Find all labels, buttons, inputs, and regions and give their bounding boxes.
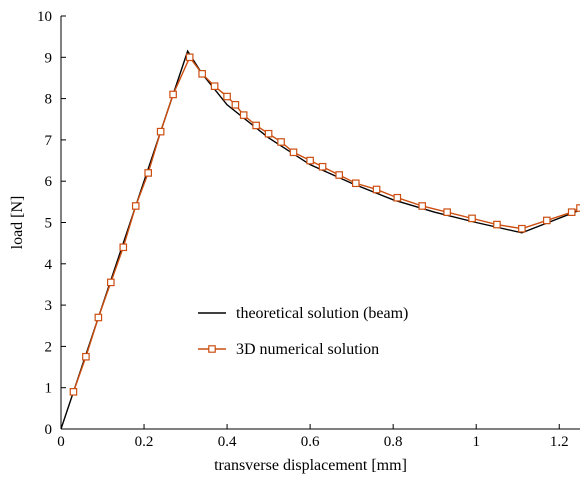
y-axis-title: load [N]	[9, 196, 26, 250]
y-tick-label: 10	[37, 9, 52, 25]
data-point	[107, 278, 115, 287]
data-point	[156, 127, 165, 136]
data-point	[393, 193, 402, 202]
y-tick-label: 5	[45, 216, 53, 232]
data-point	[69, 388, 78, 396]
x-tick-label: 0.8	[384, 434, 403, 450]
y-tick-label: 9	[45, 50, 53, 66]
data-point	[493, 220, 501, 229]
x-axis-title: transverse displacement [mm]	[214, 457, 407, 474]
data-point	[94, 313, 103, 322]
data-point	[223, 92, 231, 101]
data-point	[185, 53, 194, 62]
series-line-0	[61, 49, 580, 429]
data-point	[210, 82, 219, 91]
data-point	[131, 202, 140, 210]
y-tick-label: 2	[45, 339, 53, 355]
y-tick-label: 6	[45, 174, 53, 190]
data-point	[418, 202, 427, 210]
legend-swatch-marker	[208, 345, 216, 353]
data-point	[372, 185, 381, 194]
data-point	[82, 352, 90, 361]
data-point	[239, 111, 248, 119]
y-tick-label: 4	[45, 257, 53, 273]
data-point	[468, 214, 476, 223]
x-tick-label: 1	[472, 434, 480, 450]
data-point	[198, 70, 206, 78]
x-tick-label: 0.6	[301, 434, 320, 450]
data-point	[119, 243, 128, 252]
x-tick-label: 0.4	[218, 434, 237, 450]
x-tick-label: 0	[57, 434, 65, 450]
data-point	[289, 148, 298, 157]
data-point	[542, 216, 551, 225]
data-point	[443, 208, 451, 216]
series-group	[61, 49, 580, 429]
data-point	[567, 208, 576, 216]
data-point	[252, 121, 260, 130]
legend-label: 3D numerical solution	[236, 341, 379, 358]
data-point	[264, 129, 273, 138]
data-point	[335, 171, 343, 179]
y-tick-label: 8	[45, 92, 53, 108]
data-point	[306, 156, 314, 165]
y-tick-label: 3	[45, 298, 53, 314]
y-tick-label: 0	[45, 422, 53, 438]
data-point	[169, 90, 177, 99]
data-point	[318, 162, 327, 171]
data-point	[231, 100, 240, 109]
data-point	[518, 224, 526, 233]
legend-label: theoretical solution (beam)	[236, 305, 408, 322]
data-point	[351, 179, 360, 188]
y-tick-label: 7	[45, 133, 53, 149]
y-tick-label: 1	[45, 381, 53, 397]
data-point	[277, 138, 285, 146]
x-tick-label: 0.2	[135, 434, 154, 450]
data-point	[144, 169, 152, 177]
x-tick-label: 1.2	[550, 434, 569, 450]
